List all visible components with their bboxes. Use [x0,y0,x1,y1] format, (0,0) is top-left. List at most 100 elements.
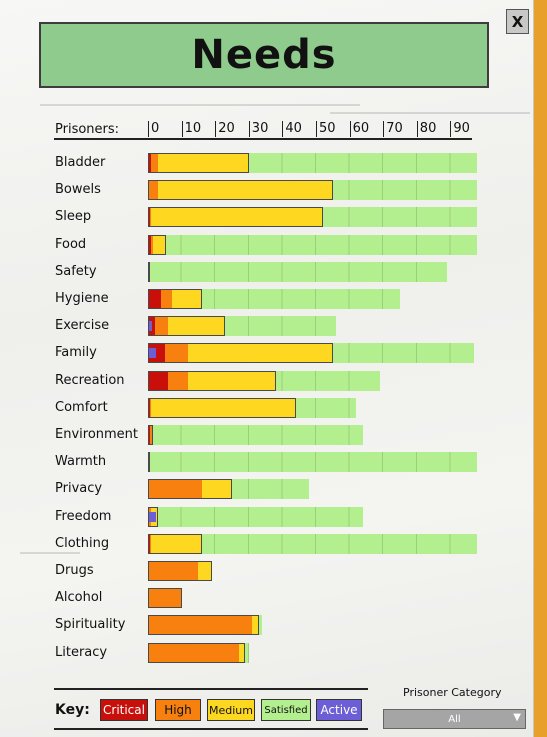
scale-tick-label: 50 [319,121,336,136]
need-bar-outline [148,452,150,473]
need-label: Comfort [55,399,108,415]
need-bar-active [149,511,156,522]
scale-tick-mark [148,121,149,137]
need-bar-high [148,561,199,581]
scale-tick-mark [282,121,284,137]
need-bar-high [149,207,152,228]
need-bar-satisfied[interactable] [148,533,478,554]
scale-tick-label: 20 [218,121,235,136]
need-bar-outline [148,561,212,581]
need-bar-outline [148,533,202,554]
need-bar-outline [148,615,259,636]
need-bar-critical [148,234,152,255]
prisoner-category-value: All [448,713,461,725]
need-bar-outline [148,153,249,173]
key-item-label: High [164,703,192,717]
need-bar-medium [238,642,246,663]
scale-tick-label: 90 [453,121,470,136]
need-label: Warmth [55,454,107,470]
scale-tick-label: 80 [419,121,437,136]
need-bar-satisfied[interactable] [148,289,400,309]
key-item-medium: Medium [207,699,255,721]
scale-tick-label: 40 [285,121,302,136]
need-bar-satisfied[interactable] [148,588,182,609]
need-label: Drugs [55,563,94,578]
need-bar-satisfied[interactable] [148,316,337,337]
need-bar-satisfied[interactable] [148,207,478,228]
scale-tick-mark [316,121,317,137]
paper-crease [20,552,80,554]
need-bar-satisfied[interactable] [148,642,249,663]
need-bar-medium [198,561,212,581]
need-bar-high [149,397,152,418]
scale-tick-mark [349,121,351,137]
need-label: Family [55,345,97,361]
need-label: Bowels [55,182,101,198]
title-banner: Needs [39,22,489,88]
scale-label: Prisoners: [55,122,120,137]
need-bar-medium [151,207,323,228]
need-bar-satisfied[interactable] [148,180,478,201]
need-bar-medium [151,397,296,418]
need-bar-high [148,479,202,500]
need-label: Alcohol [55,590,103,606]
scale-tick-mark [181,121,183,137]
need-bar-critical [148,289,162,309]
need-bar-satisfied[interactable] [148,479,310,500]
dropdown-arrow-icon: ▼ [513,712,521,723]
scale-tick-mark [215,121,217,137]
need-bar-medium [158,153,249,173]
scale-tick-mark [383,121,385,137]
needs-panel: Needs Prisoners: 0 10 20 30 40 50 60 70 80 90 Bla… [0,0,534,737]
scale-tick-mark [248,121,250,137]
key-item-label: Medium [209,703,253,717]
need-bar-satisfied[interactable] [148,425,364,445]
need-label: Bladder [55,155,106,170]
key-item-high: High [155,699,201,721]
scale-tick-mark [416,121,418,137]
prisoner-category-select[interactable]: All ▼ [383,709,526,729]
need-bar-satisfied[interactable] [148,234,478,255]
need-bar-outline [148,506,159,527]
need-bar-outline [148,234,167,255]
need-bar-medium [153,234,167,255]
need-bar-medium [168,316,226,337]
need-bar-satisfied[interactable] [148,153,478,173]
key-divider [54,728,368,730]
key-divider [54,688,368,690]
need-bar-outline [148,180,333,201]
need-bar-high [161,289,172,309]
need-bar-high [148,642,239,663]
close-button[interactable]: X [506,9,529,34]
need-bar-outline [148,588,182,609]
paper-crease [330,112,530,114]
need-bar-medium [188,370,276,391]
need-bar-outline [148,261,150,282]
need-bar-active [149,348,156,359]
need-bar-high [149,425,154,445]
need-bar-high [151,234,154,255]
need-bar-satisfied[interactable] [148,370,380,391]
need-bar-outline [148,370,276,391]
scale-tick-label: 70 [386,121,403,136]
key-label: Key: [55,702,90,718]
need-bar-satisfied[interactable] [148,615,263,636]
need-label: Spirituality [55,617,126,633]
need-bar-outline [148,642,246,663]
need-bar-outline [148,207,323,228]
key-item-active: Active [316,699,362,721]
key-item-critical: Critical [100,699,148,721]
need-bar-satisfied[interactable] [148,561,212,581]
key-item-label: Critical [103,703,145,717]
scale-tick-label: 10 [184,121,202,136]
need-label: Environment [55,427,139,442]
need-label: Freedom [55,508,112,524]
need-bar-medium [188,343,333,364]
need-bar-satisfied[interactable] [148,261,448,282]
need-bar-satisfied[interactable] [148,452,478,473]
need-bar-satisfied[interactable] [148,397,357,418]
need-bar-satisfied[interactable] [148,343,474,364]
key-item-label: Satisfied [264,704,308,716]
need-bar-satisfied[interactable] [148,506,364,527]
scale-tick-label: 30 [251,121,269,136]
